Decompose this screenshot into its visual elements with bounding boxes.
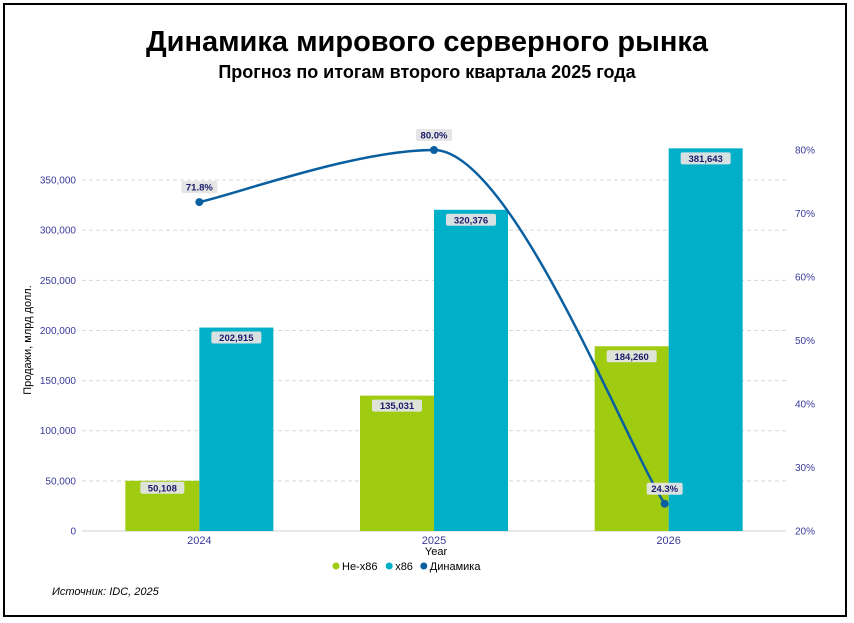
chart-title: Динамика мирового серверного рынка [145, 26, 709, 58]
x-tick-label: 2026 [656, 535, 680, 547]
data-label: 381,643 [688, 154, 722, 165]
y2-tick-label: 50% [795, 336, 815, 347]
y-tick-label: 200,000 [40, 326, 77, 337]
line-dynamics [199, 148, 666, 505]
legend-label: Динамика [430, 561, 482, 573]
bar [434, 209, 508, 532]
line-point [430, 146, 438, 154]
bar [668, 148, 743, 532]
y2-tick-label: 40% [795, 400, 815, 411]
y-tick-label: 350,000 [40, 176, 77, 187]
data-label-bg [140, 481, 185, 494]
y2-tick-label: 80% [795, 146, 815, 157]
x-tick-label: 2024 [187, 535, 211, 547]
line-label: 71.8% [186, 183, 213, 194]
legend-marker [332, 562, 340, 570]
y2-tick-label: 70% [795, 209, 815, 220]
data-label: 184,260 [614, 352, 648, 363]
legend-label: x86 [395, 561, 413, 573]
y2-tick-label: 60% [795, 273, 815, 284]
legend: Не-x86 x86 Динамика [332, 561, 482, 573]
line-point [660, 499, 669, 508]
x-tick-label: 2025 [422, 535, 446, 547]
y2-tick-label: 20% [795, 527, 815, 538]
legend-marker [385, 562, 393, 570]
y-axis-title: Продажи, млрд долл. [22, 285, 34, 395]
x-axis-title: Year [425, 546, 448, 558]
data-label: 50,108 [148, 483, 177, 494]
line-label-bg [181, 181, 218, 194]
y-tick-label: 0 [70, 527, 76, 538]
y-tick-label: 300,000 [40, 226, 77, 237]
data-label-bg [446, 213, 496, 226]
data-label: 202,915 [219, 333, 254, 344]
data-label: 320,376 [454, 215, 488, 226]
bar [360, 395, 434, 531]
y-tick-label: 50,000 [45, 476, 76, 487]
data-label-bg [680, 152, 731, 165]
data-label-bg [606, 350, 657, 363]
line-label-bg [416, 129, 452, 141]
source-note: Источник: IDC, 2025 [52, 586, 159, 598]
data-label-bg [372, 399, 422, 412]
legend-label: Не-x86 [342, 561, 377, 573]
y-tick-label: 250,000 [40, 276, 77, 287]
line-label-bg [646, 482, 683, 495]
y-tick-label: 100,000 [40, 426, 77, 437]
data-label-bg [211, 331, 262, 344]
data-label: 135,031 [380, 401, 415, 412]
legend-marker [420, 562, 428, 570]
line-label: 24.3% [651, 484, 678, 495]
line-label: 80.0% [421, 131, 448, 142]
chart-subtitle: Прогноз по итогам второго квартала 2025 … [218, 62, 636, 82]
bar [199, 327, 274, 531]
y2-tick-label: 30% [795, 463, 815, 474]
y-tick-label: 150,000 [40, 376, 77, 387]
line-point [195, 198, 204, 207]
